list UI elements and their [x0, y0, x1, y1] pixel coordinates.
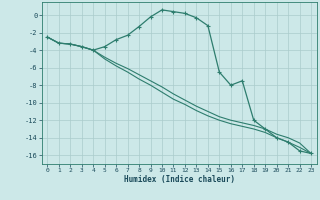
X-axis label: Humidex (Indice chaleur): Humidex (Indice chaleur): [124, 175, 235, 184]
